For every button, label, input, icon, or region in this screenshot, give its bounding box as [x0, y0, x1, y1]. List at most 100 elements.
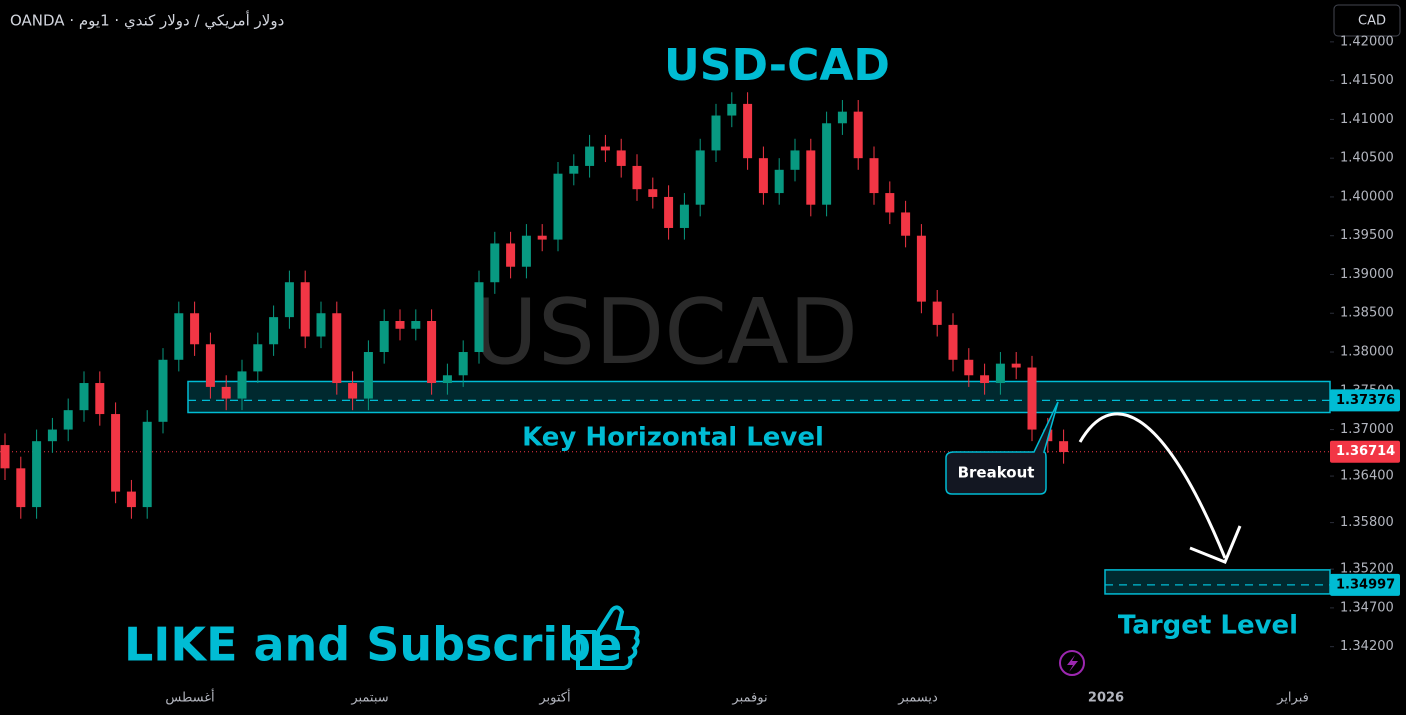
candle-body	[221, 386, 231, 399]
target-level-price-label: 1.34997	[1336, 577, 1395, 592]
candle-body	[948, 324, 958, 360]
candle-body	[95, 383, 105, 415]
breakout-label: Breakout	[958, 464, 1035, 482]
candle-body	[995, 363, 1005, 384]
candle-body	[316, 313, 326, 337]
candle-body	[932, 301, 942, 325]
y-tick-label: 1.41000	[1340, 112, 1394, 127]
candle-body	[205, 344, 215, 387]
x-tick-label: ديسمبر	[897, 691, 938, 706]
candle-body	[537, 235, 547, 240]
candle-body	[253, 344, 263, 372]
key-level-price-label: 1.37376	[1336, 393, 1395, 408]
y-tick-label: 1.34700	[1340, 600, 1394, 615]
y-tick-label: 1.35200	[1340, 562, 1394, 577]
alert-icon	[1059, 650, 1085, 676]
candle-body	[16, 468, 26, 508]
candle-body	[47, 429, 57, 442]
candle-body	[679, 204, 689, 228]
candle-body	[980, 375, 990, 384]
candle-body	[284, 282, 294, 318]
candle-body	[695, 150, 705, 205]
y-tick-label: 1.35800	[1340, 515, 1394, 530]
candle-body	[442, 375, 452, 384]
x-tick-label: نوفمبر	[731, 691, 767, 706]
key-level-zone	[187, 380, 1331, 414]
y-tick-label: 1.40000	[1340, 189, 1394, 204]
x-tick-label: 2026	[1088, 691, 1124, 706]
y-tick-label: 1.37000	[1340, 422, 1394, 437]
candle-body	[806, 150, 816, 205]
candle-body	[600, 146, 610, 151]
candle-body	[0, 445, 10, 469]
candle-body	[648, 189, 658, 197]
x-tick-label: أكتوبر	[538, 689, 570, 706]
y-tick-label: 1.40500	[1340, 151, 1394, 166]
breakout-callout	[945, 401, 1059, 495]
key-level-label: Key Horizontal Level	[522, 423, 824, 453]
candle-body	[569, 165, 579, 174]
currency-button-label[interactable]: CAD	[1358, 14, 1386, 29]
candle-body	[1059, 441, 1069, 453]
watermark: USDCAD	[472, 280, 858, 385]
candle-body	[837, 111, 847, 124]
candle-body	[174, 313, 184, 360]
projection-arrow	[1078, 412, 1227, 559]
candle-body	[616, 150, 626, 166]
y-tick-label: 1.41500	[1340, 73, 1394, 88]
y-tick-label: 1.39500	[1340, 228, 1394, 243]
candle-body	[142, 421, 152, 508]
x-tick-label: فبراير	[1276, 691, 1309, 706]
alert-bolt	[1067, 655, 1078, 672]
candle-body	[901, 212, 911, 236]
candle-body	[363, 352, 373, 399]
candle-body	[869, 158, 879, 194]
candle-body	[774, 169, 784, 194]
candle-body	[664, 196, 674, 228]
thumbs-up-icon	[576, 605, 640, 670]
promo-text: LIKE and Subscribe	[124, 618, 622, 672]
chart-title: USD-CAD	[664, 40, 890, 91]
candle-body	[632, 165, 642, 190]
candle-body	[79, 383, 89, 411]
y-tick-label: 1.42000	[1340, 34, 1394, 49]
candle-body	[63, 410, 73, 430]
candle-body	[427, 321, 437, 384]
key-level-price-tag	[1330, 389, 1400, 412]
candle-body	[964, 359, 974, 376]
candle-body	[411, 321, 421, 329]
candle-body	[490, 243, 500, 283]
target-level-label: Target Level	[1118, 611, 1298, 641]
candle-body	[553, 173, 563, 240]
candle-body	[885, 193, 895, 213]
target-level-price-tag	[1330, 573, 1400, 596]
candle-body	[348, 383, 358, 399]
candle-body	[758, 158, 768, 194]
y-tick-label: 1.38500	[1340, 306, 1394, 321]
candle-body	[853, 111, 863, 159]
candle-body	[332, 313, 342, 384]
candle-body	[790, 150, 800, 170]
candle-body	[916, 235, 926, 302]
currency-button[interactable]	[1333, 4, 1401, 37]
symbol-header: OANDA · دولار أمريكي / دولار كندي · 1يوم	[10, 11, 284, 31]
candle-body	[190, 313, 200, 345]
candle-body	[727, 103, 737, 116]
last-price-tag	[1330, 440, 1400, 463]
candle-body	[585, 146, 595, 166]
candle-body	[379, 321, 389, 353]
x-tick-label: سبتمبر	[350, 691, 388, 706]
candle-body	[32, 441, 42, 508]
candle-body	[237, 371, 247, 399]
candle-body	[1027, 367, 1037, 430]
projection-arrowhead	[1189, 525, 1242, 564]
candle-body	[506, 243, 516, 267]
candle-body	[269, 317, 279, 345]
y-tick-label: 1.34200	[1340, 639, 1394, 654]
last-price-label: 1.36714	[1336, 444, 1395, 459]
candle-body	[1011, 363, 1021, 368]
y-tick-label: 1.38000	[1340, 345, 1394, 360]
candle-body	[474, 282, 484, 353]
